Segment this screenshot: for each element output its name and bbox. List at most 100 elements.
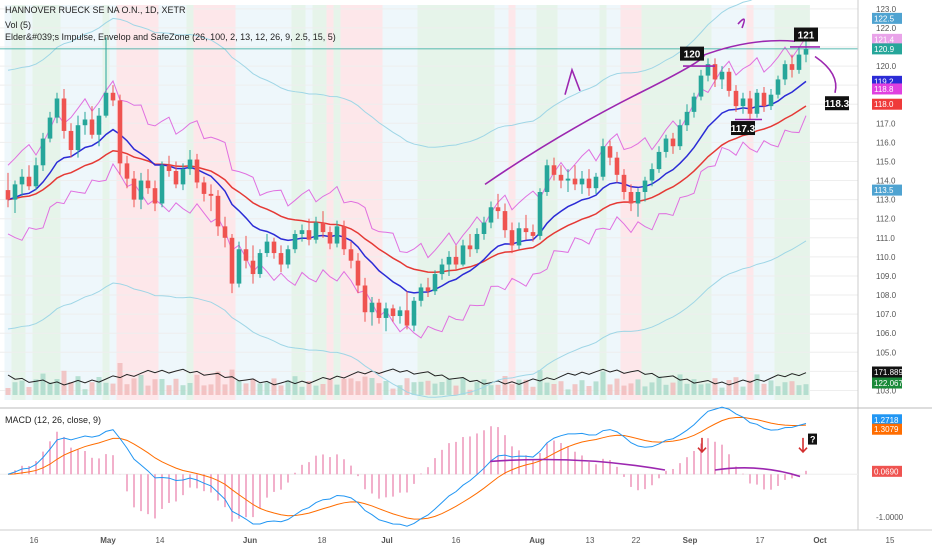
down-arrow-icon: [697, 437, 707, 454]
volume-bar: [607, 384, 613, 395]
badge-value: 122.5: [874, 14, 895, 23]
envelope-lines: [7, 0, 807, 398]
candle-body: [61, 98, 67, 131]
candle: [383, 302, 389, 332]
candle: [719, 66, 725, 89]
price-badge: 119.2: [872, 75, 902, 87]
candle-body: [796, 54, 802, 70]
price-annotation: 118.3: [825, 96, 850, 111]
candle-body: [467, 245, 473, 250]
candle-body: [761, 92, 767, 107]
volume-bar: [390, 388, 396, 395]
impulse-band: [606, 5, 614, 400]
volume-bar: [670, 382, 676, 395]
y-tick-label: 106.0: [876, 329, 897, 338]
impulse-band: [347, 5, 355, 400]
candle-body: [278, 253, 284, 265]
volume-bar: [719, 387, 725, 395]
candle-body: [208, 193, 214, 196]
impulse-band: [760, 5, 768, 400]
impulse-band: [256, 5, 264, 400]
candle-body: [705, 64, 711, 76]
candle: [299, 224, 305, 242]
badge-box: [872, 98, 902, 110]
impulse-band: [725, 5, 733, 400]
volume-bar: [243, 383, 249, 395]
price-annotation: 120: [680, 46, 704, 61]
volume-bars: [5, 363, 809, 395]
candle-body: [299, 230, 305, 234]
volume-bar: [453, 385, 459, 395]
candle: [320, 211, 326, 238]
volume-bar: [306, 381, 312, 395]
candle-body: [481, 222, 487, 234]
candle: [33, 157, 39, 191]
candle-body: [446, 256, 452, 265]
candle-body: [733, 90, 739, 107]
candle: [341, 220, 347, 255]
volume-bar: [509, 384, 515, 395]
candle-body: [572, 178, 578, 185]
annotation-box: [825, 96, 849, 111]
badge-value: 1.2718: [874, 416, 899, 425]
volume-bar: [110, 383, 116, 395]
candle-body: [565, 178, 571, 181]
badge-value: 119.2: [874, 77, 894, 86]
candle-body: [509, 230, 515, 246]
candle-body: [103, 92, 109, 116]
volume-bar: [656, 376, 662, 395]
candle-body: [453, 256, 459, 265]
candle: [698, 69, 704, 101]
candle-body: [138, 180, 144, 200]
volume-bar: [201, 385, 207, 395]
candle: [369, 296, 375, 326]
volume-bar: [663, 384, 669, 395]
candle: [502, 203, 508, 238]
candle-body: [775, 79, 781, 95]
candle-body: [649, 169, 655, 181]
volume-bar: [733, 377, 739, 395]
volume-bar: [194, 374, 200, 395]
candle: [789, 54, 795, 78]
candle-body: [495, 207, 501, 212]
candle-body: [229, 237, 235, 284]
curve-mark: [737, 18, 746, 29]
price-badge: 122.067K: [872, 377, 909, 389]
candle-body: [271, 241, 277, 254]
impulse-band: [312, 5, 320, 400]
annotation-label: 118.3: [825, 99, 850, 110]
candle-body: [117, 100, 123, 164]
candle: [54, 92, 60, 124]
volume-bar: [782, 382, 788, 395]
volume-bar: [257, 383, 263, 395]
volume-bar: [404, 378, 410, 395]
candle: [271, 237, 277, 259]
volume-bar: [789, 381, 795, 395]
impulse-band: [501, 5, 509, 400]
volume-bar: [572, 384, 578, 395]
impulse-band: [284, 5, 292, 400]
impulse-band: [326, 5, 334, 400]
candle: [446, 251, 452, 276]
annotation-label: 117.3: [731, 124, 756, 135]
candle-body: [180, 169, 186, 185]
candle: [782, 60, 788, 86]
volume-bar: [369, 378, 375, 395]
candle: [180, 163, 186, 191]
candle-body: [166, 165, 172, 172]
candle-body: [201, 182, 207, 194]
candle-body: [432, 274, 438, 292]
price-badge: 120.9: [872, 43, 902, 55]
impulse-band: [123, 5, 131, 400]
volume-bar: [33, 379, 39, 395]
badge-value: 171.889K: [874, 368, 909, 377]
volume-bar: [376, 383, 382, 395]
volume-bar: [334, 384, 340, 395]
x-tick-label: 17: [756, 536, 765, 545]
x-tick-label: Oct: [813, 536, 827, 545]
volume-bar: [96, 377, 102, 395]
macd-line: [7, 406, 807, 527]
envelope-lower: [7, 240, 807, 398]
badge-box: [872, 465, 902, 477]
volume-bar: [12, 382, 18, 395]
